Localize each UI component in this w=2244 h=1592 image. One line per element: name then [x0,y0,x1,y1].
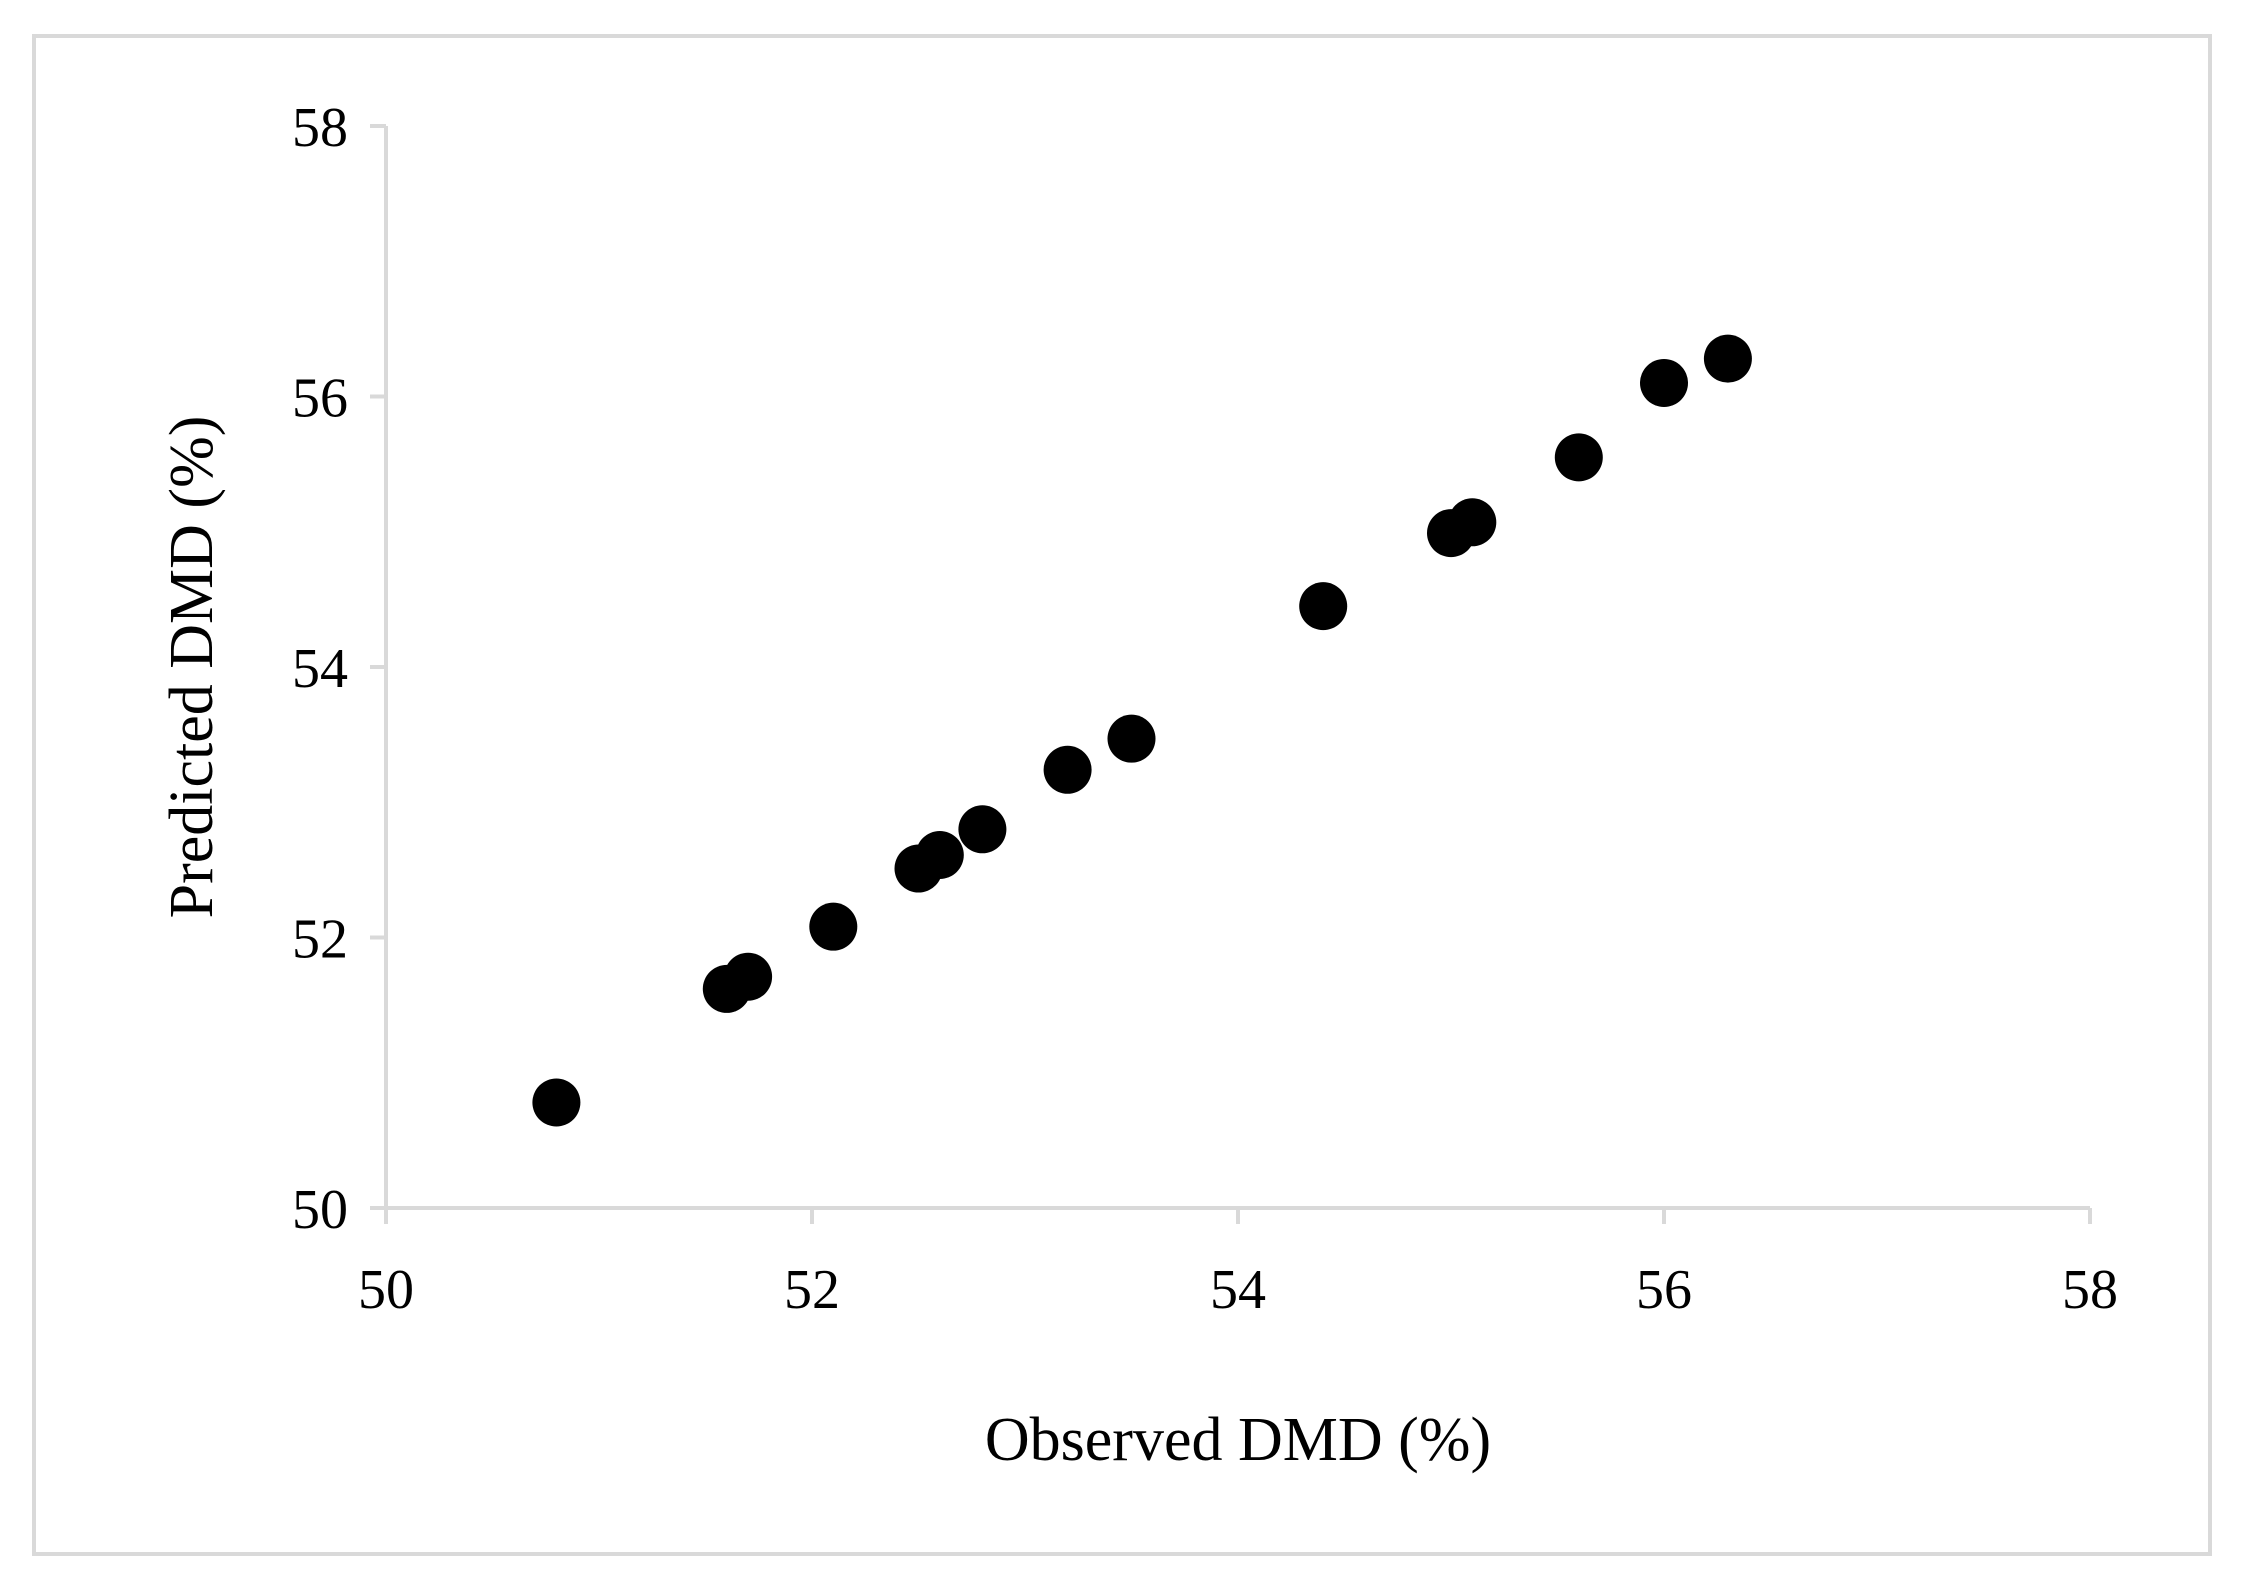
axes [384,126,2090,1210]
x-tick-label: 54 [1210,1259,1266,1321]
tick-labels: 50 52 54 56 58 50 52 54 56 58 [292,97,2118,1321]
data-point [532,1078,581,1127]
data-point [1107,714,1156,763]
x-axis-title: Observed DMD (%) [985,1406,1491,1474]
ticks [370,124,2092,1224]
x-tick-label: 58 [2062,1259,2118,1321]
data-point [1703,334,1752,383]
y-tick-label: 54 [292,638,348,700]
x-tick-label: 56 [1636,1259,1692,1321]
y-tick-label: 58 [292,97,348,159]
y-axis-title: Predicted DMD (%) [158,416,226,919]
x-tick-label: 52 [784,1259,840,1321]
data-point [915,830,964,879]
y-tick-label: 50 [292,1179,348,1241]
data-point [1554,433,1603,482]
data-point [809,902,858,951]
scatter-plot: 50 52 54 56 58 50 52 54 56 58 Observed DMD (%) Pr… [158,97,2118,1474]
x-tick-label: 50 [358,1259,414,1321]
data-point [1299,582,1348,631]
data-point [724,952,773,1001]
data-point [958,805,1007,854]
data-point [1640,358,1688,407]
data-points [532,334,1752,1127]
data-point [1448,498,1497,547]
y-tick-label: 52 [292,909,348,971]
chart-frame: 50 52 54 56 58 50 52 54 56 58 Observed DMD (%) Pr… [32,34,2212,1556]
data-point [1043,745,1092,794]
y-tick-label: 56 [292,368,348,430]
